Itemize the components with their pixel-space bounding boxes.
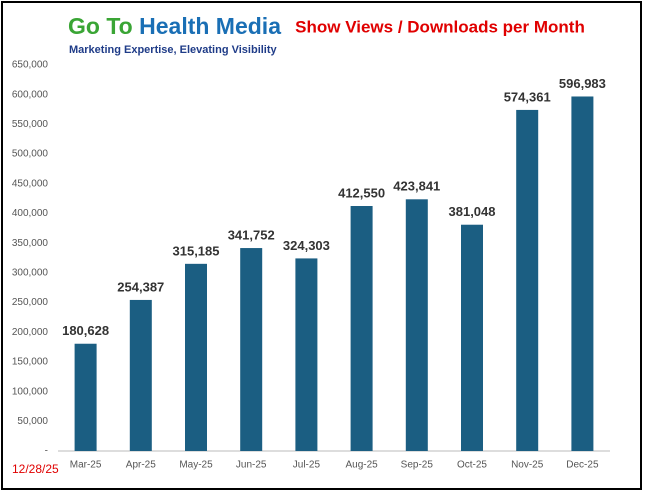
bar [74,343,97,451]
value-label: 341,752 [228,227,275,242]
y-tick-label: 100,000 [12,386,49,397]
value-label: 254,387 [117,279,164,294]
bar [129,299,152,451]
x-tick-label: Nov-25 [511,460,544,471]
x-tick-label: Sep-25 [401,460,434,471]
footer-date: 12/28/25 [12,462,59,476]
x-tick-label: Jun-25 [236,460,267,471]
value-label: 412,550 [338,185,385,200]
bar [240,248,263,451]
y-tick-label: 450,000 [12,178,49,189]
y-tick-label: 50,000 [17,416,48,427]
y-tick-label: 550,000 [12,119,49,130]
x-tick-label: Oct-25 [457,460,487,471]
bar [571,96,594,451]
value-label: 315,185 [173,243,220,258]
value-label: 596,983 [559,76,606,91]
y-tick-label: 600,000 [12,89,49,100]
value-label: 381,048 [449,204,496,219]
logo-part: Health Media [139,13,281,39]
bar [405,199,428,451]
bar [350,206,373,451]
x-tick-label: Mar-25 [70,460,102,471]
x-tick-label: Aug-25 [345,460,378,471]
y-tick-label: 400,000 [12,208,49,219]
value-label: 180,628 [62,323,109,338]
y-tick-label: 150,000 [12,357,49,368]
value-label: 324,303 [283,238,330,253]
y-tick-label: 200,000 [12,327,49,338]
y-tick-label: 500,000 [12,149,49,160]
y-tick-label: 650,000 [12,60,49,71]
bar [516,109,539,451]
bar [461,224,483,451]
value-label: 423,841 [393,179,440,194]
y-tick-label: 300,000 [12,267,49,278]
logo-tagline: Marketing Expertise, Elevating Visibilit… [69,44,278,56]
chart-title: Show Views / Downloads per Month [295,17,585,36]
value-label: 574,361 [504,89,551,104]
x-tick-label: Apr-25 [126,460,156,471]
logo-part: Go To [68,13,133,39]
x-tick-label: Jul-25 [293,460,321,471]
bar [185,263,207,451]
logo: Go To Health Media [68,13,281,39]
y-tick-label: 350,000 [12,238,49,249]
y-tick-label: 250,000 [12,297,49,308]
x-tick-label: May-25 [179,460,213,471]
bar [295,258,318,451]
x-tick-label: Dec-25 [566,460,599,471]
y-tick-label: - [45,446,48,457]
